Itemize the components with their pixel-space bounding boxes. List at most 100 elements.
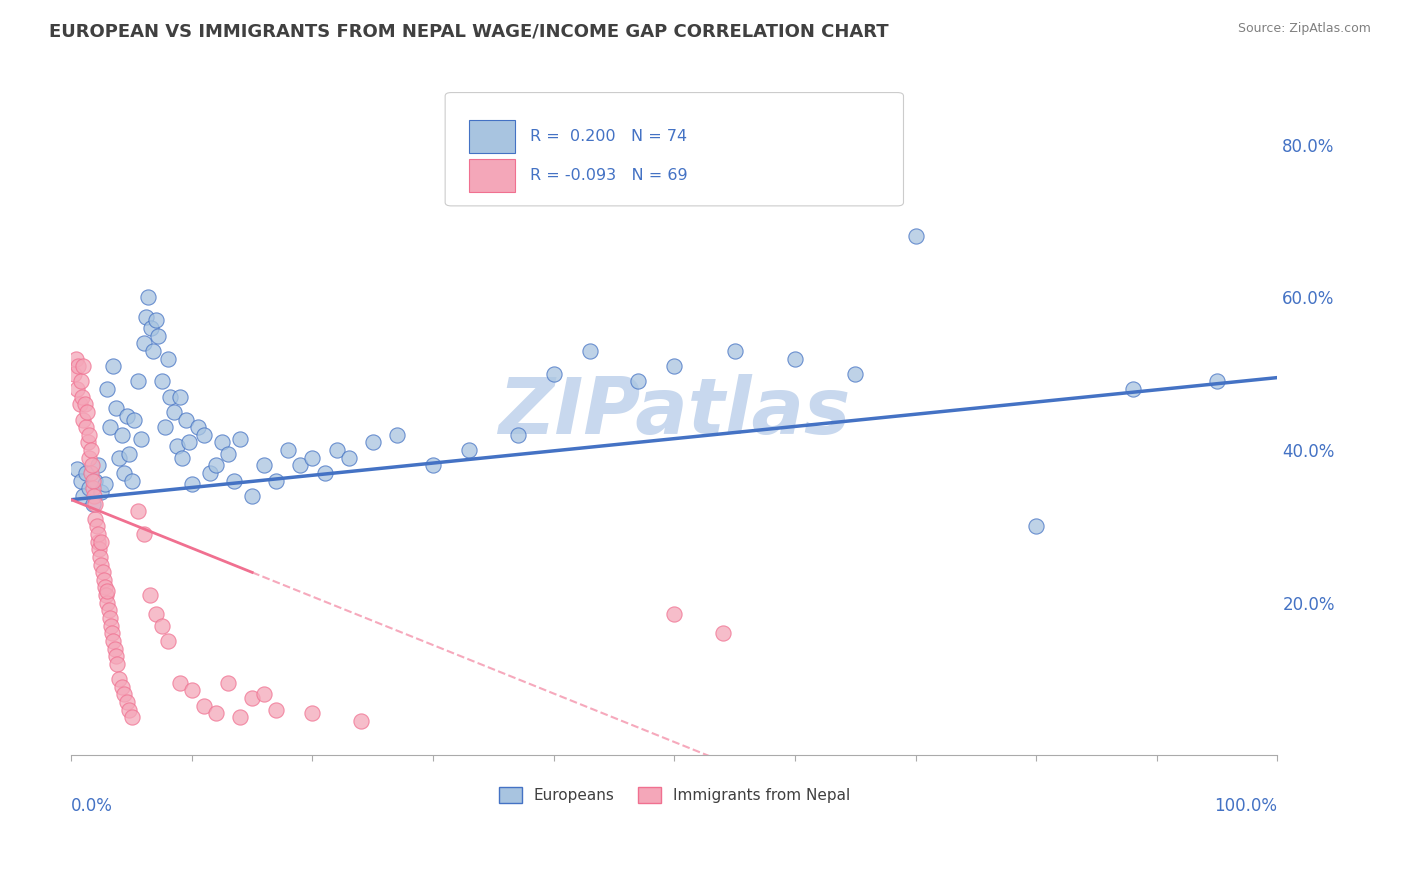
Point [104,641,127,656]
FancyBboxPatch shape [446,93,904,206]
Point [132,336,155,351]
Text: 100.0%: 100.0% [1215,797,1278,814]
Point [156,633,179,648]
Point [72,489,94,503]
Point [205,706,228,721]
Point [179,435,201,450]
Point [62,367,84,381]
Point [172,450,194,465]
Point [240,489,263,503]
Point [80,458,103,473]
Point [103,633,125,648]
Point [361,435,384,450]
Point [122,412,145,426]
Point [83,489,105,503]
Point [159,390,181,404]
Point [142,343,165,358]
Point [65,351,87,366]
Point [72,412,94,426]
Point [138,588,160,602]
Point [72,359,94,373]
Point [222,474,245,488]
Text: EUROPEAN VS IMMIGRANTS FROM NEPAL WAGE/INCOME GAP CORRELATION CHART: EUROPEAN VS IMMIGRANTS FROM NEPAL WAGE/I… [49,22,889,40]
Text: Source: ZipAtlas.com: Source: ZipAtlas.com [1237,22,1371,36]
Point [266,474,288,488]
Point [79,427,101,442]
Point [145,313,167,327]
Point [217,447,239,461]
Point [96,382,118,396]
Point [169,676,191,690]
Point [101,626,124,640]
Point [76,405,98,419]
Point [121,710,143,724]
Point [139,321,162,335]
Point [66,382,89,396]
Point [67,359,90,373]
Point [301,450,323,465]
Point [108,450,131,465]
Point [104,649,127,664]
Point [87,534,110,549]
Point [118,447,141,461]
Point [904,229,927,244]
Point [104,401,127,416]
Point [79,466,101,480]
Point [87,458,110,473]
Point [66,462,89,476]
Point [579,343,602,358]
Point [115,695,138,709]
Point [350,714,373,728]
Point [73,397,96,411]
Point [325,443,347,458]
Point [127,375,149,389]
Point [108,672,131,686]
Point [627,375,650,389]
Point [84,512,107,526]
Point [90,558,112,572]
Point [277,443,299,458]
Text: ZIPatlas: ZIPatlas [498,374,851,450]
Point [105,657,128,671]
Point [205,458,228,473]
Point [70,375,93,389]
Text: R =  0.200   N = 74: R = 0.200 N = 74 [530,129,686,144]
Point [193,427,215,442]
Text: R = -0.093   N = 69: R = -0.093 N = 69 [530,169,688,184]
Point [150,375,173,389]
Point [150,618,173,632]
Point [174,412,197,426]
Point [127,504,149,518]
Point [98,611,121,625]
Point [664,607,686,622]
Point [301,706,323,721]
Point [79,481,101,495]
Point [664,359,686,373]
Point [240,691,263,706]
Point [385,427,408,442]
Point [111,680,134,694]
Point [94,477,117,491]
Point [75,420,97,434]
Point [79,443,101,458]
Point [138,290,160,304]
Point [103,359,125,373]
Point [98,420,121,434]
Point [783,351,806,366]
Point [97,603,120,617]
Point [290,458,312,473]
Point [180,683,202,698]
Point [422,458,444,473]
Point [844,367,866,381]
Point [87,542,110,557]
Text: 0.0%: 0.0% [72,797,112,814]
Point [100,618,122,632]
Point [314,466,336,480]
Point [112,687,135,701]
Point [91,565,114,579]
Point [135,310,157,324]
Point [94,581,117,595]
Point [155,420,177,434]
Point [337,450,360,465]
Point [86,519,108,533]
